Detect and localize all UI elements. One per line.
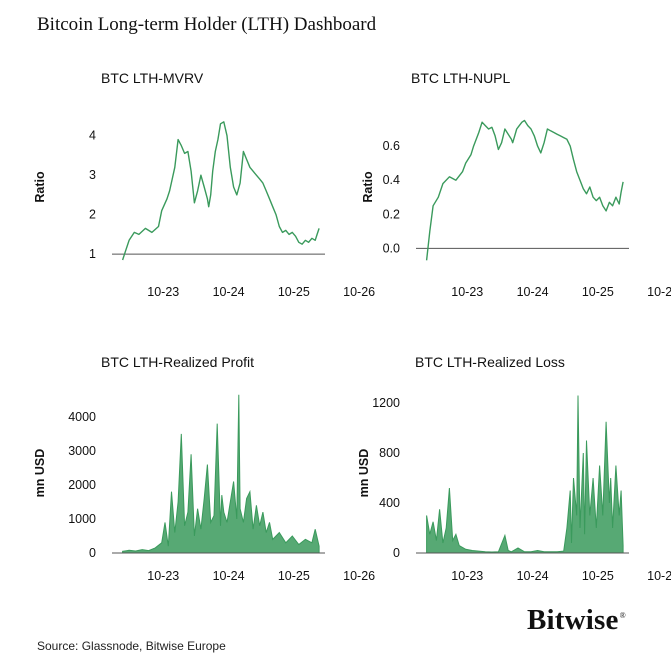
x-tick-label: 10-23: [451, 569, 483, 583]
x-tick-label: 10-24: [517, 569, 549, 583]
y-axis-label: mn USD: [33, 449, 47, 498]
chart-title: BTC LTH-Realized Loss: [415, 354, 565, 370]
brand-mark: ®: [619, 611, 626, 621]
y-tick-label: 2: [89, 208, 96, 222]
x-tick-label: 10-25: [278, 569, 310, 583]
y-tick-label: 0.6: [383, 139, 400, 153]
x-tick-label: 10-24: [213, 569, 245, 583]
y-axis-label: Ratio: [33, 171, 47, 203]
chart-title: BTC LTH-MVRV: [101, 70, 204, 86]
x-tick-label: 10-25: [582, 285, 614, 299]
y-tick-label: 3000: [68, 444, 96, 458]
x-tick-label: 10-26: [647, 285, 671, 299]
x-tick-label: 10-26: [343, 285, 375, 299]
page-title: Bitcoin Long-term Holder (LTH) Dashboard: [37, 14, 377, 35]
brand-name: Bitwise: [527, 604, 619, 636]
x-tick-label: 10-24: [213, 285, 245, 299]
y-tick-label: 1: [89, 247, 96, 261]
y-tick-label: 800: [379, 446, 400, 460]
x-tick-label: 10-23: [147, 569, 179, 583]
y-tick-label: 4000: [68, 410, 96, 424]
y-tick-label: 2000: [68, 478, 96, 492]
bitwise-logo: Bitwise®: [527, 604, 626, 637]
y-tick-label: 1200: [372, 396, 400, 410]
x-tick-label: 10-25: [278, 285, 310, 299]
series-line: [121, 121, 320, 261]
series-line: [425, 119, 624, 261]
series-area: [122, 394, 320, 554]
y-tick-label: 4: [89, 129, 96, 143]
series-area: [426, 395, 624, 554]
x-tick-label: 10-23: [451, 285, 483, 299]
y-tick-label: 3: [89, 168, 96, 182]
x-tick-label: 10-25: [582, 569, 614, 583]
y-tick-label: 0.2: [383, 207, 400, 221]
y-tick-label: 0.4: [383, 173, 400, 187]
y-axis-label: Ratio: [361, 171, 375, 203]
y-tick-label: 400: [379, 496, 400, 510]
y-tick-label: 0.0: [383, 241, 400, 255]
x-tick-label: 10-26: [647, 569, 671, 583]
y-tick-label: 1000: [68, 512, 96, 526]
x-tick-label: 10-26: [343, 569, 375, 583]
x-tick-label: 10-23: [147, 285, 179, 299]
chart-title: BTC LTH-NUPL: [411, 70, 511, 86]
chart-title: BTC LTH-Realized Profit: [101, 354, 254, 370]
source-note: Source: Glassnode, Bitwise Europe: [37, 639, 226, 653]
y-axis-label: mn USD: [357, 449, 371, 498]
y-tick-label: 0: [393, 546, 400, 560]
x-tick-label: 10-24: [517, 285, 549, 299]
y-tick-label: 0: [89, 546, 96, 560]
